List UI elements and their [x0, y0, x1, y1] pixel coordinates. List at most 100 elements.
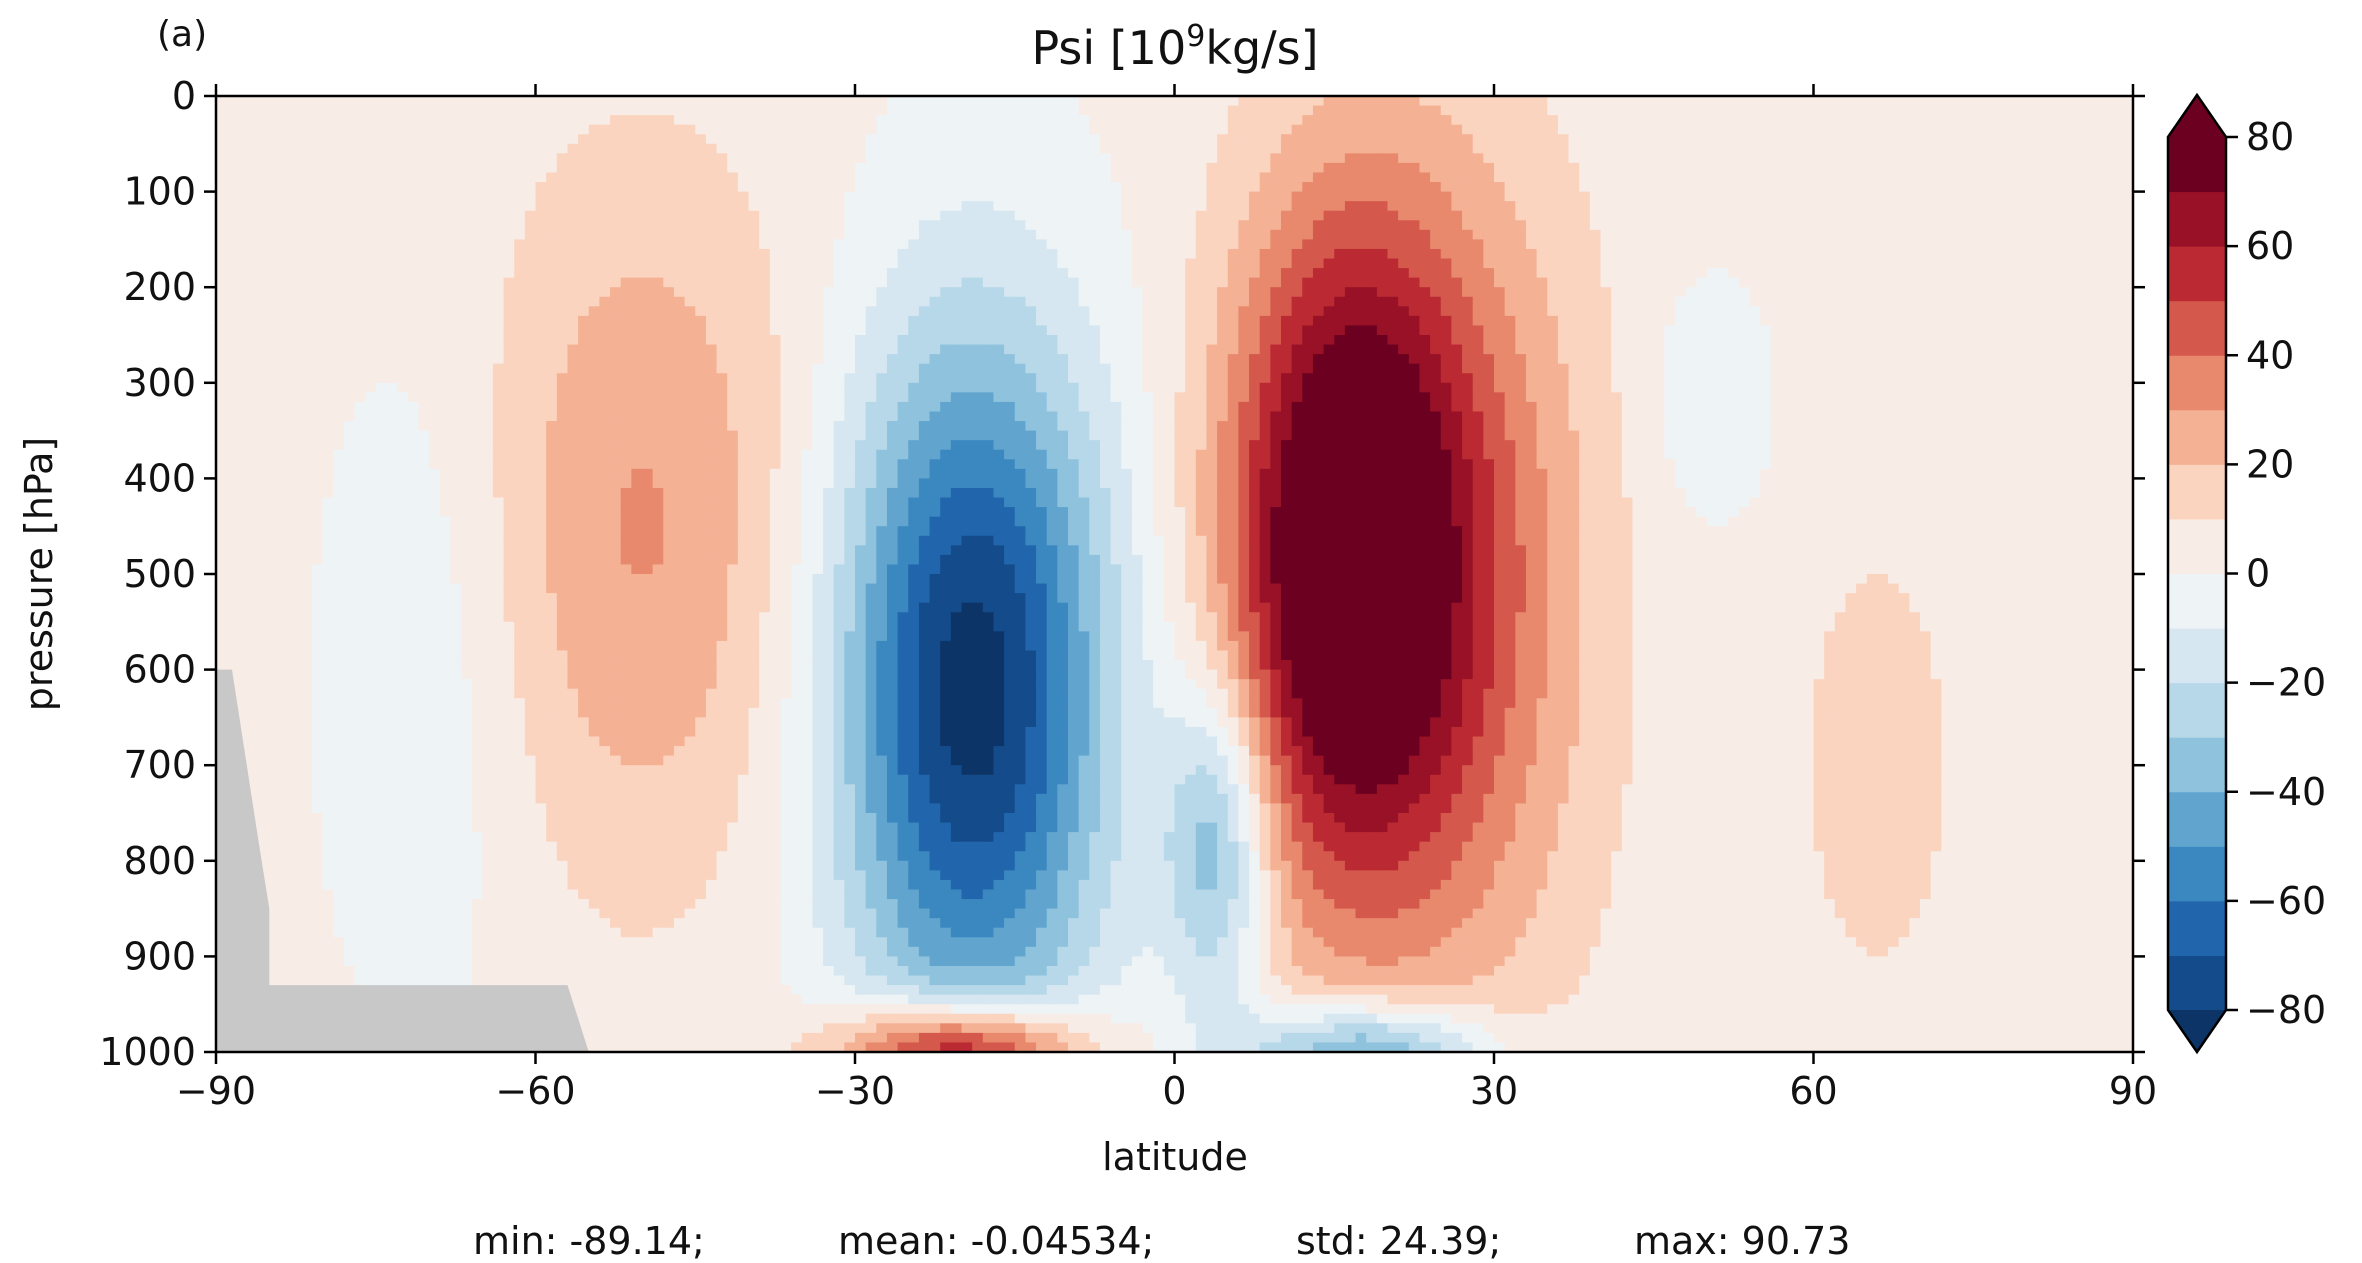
contour-cell: [524, 239, 537, 250]
contour-cell: [482, 220, 494, 231]
contour-cell: [1419, 143, 1431, 154]
contour-cell: [1249, 325, 1261, 336]
contour-cell: [439, 143, 451, 154]
contour-cell: [599, 182, 611, 193]
contour-cell: [1994, 277, 2006, 288]
contour-cell: [1579, 239, 1591, 250]
contour-cell: [471, 210, 483, 221]
contour-cell: [397, 335, 409, 346]
contour-cell: [1334, 172, 1346, 183]
contour-cell: [397, 162, 409, 174]
contour-cell: [1983, 277, 1996, 288]
contour-cell: [1355, 287, 1367, 298]
contour-cell: [1738, 134, 1751, 145]
contour-cell: [354, 182, 366, 193]
contour-cell: [418, 201, 430, 212]
contour-cell: [1440, 325, 1452, 336]
contour-cell: [1685, 134, 1697, 145]
contour-cell: [1653, 296, 1665, 307]
contour-cell: [1941, 306, 1953, 317]
contour-cell: [311, 162, 324, 174]
contour-cell: [1131, 315, 1144, 327]
contour-cell: [1259, 115, 1271, 126]
contour-cell: [386, 239, 398, 250]
contour-cell: [1472, 335, 1484, 346]
contour-cell: [876, 172, 888, 183]
contour-cell: [1728, 172, 1740, 183]
contour-cell: [1270, 344, 1282, 355]
contour-cell: [301, 239, 313, 250]
contour-cell: [1589, 258, 1602, 269]
contour-cell: [247, 115, 260, 126]
contour-cell: [1270, 124, 1282, 135]
contour-cell: [514, 210, 526, 221]
contour-cell: [1440, 96, 1452, 107]
contour-cell: [375, 182, 387, 193]
contour-cell: [737, 96, 750, 107]
contour-cell: [1004, 105, 1016, 116]
contour-cell: [759, 306, 771, 317]
contour-cell: [524, 162, 537, 174]
contour-cell: [1387, 134, 1399, 145]
contour-cell: [1057, 134, 1069, 145]
contour-cell: [1398, 315, 1410, 327]
contour-cell: [2026, 258, 2038, 269]
contour-cell: [865, 335, 877, 346]
contour-cell: [759, 143, 771, 154]
contour-cell: [908, 153, 920, 164]
contour-cell: [2079, 315, 2091, 327]
contour-cell: [386, 229, 398, 240]
contour-cell: [1344, 172, 1357, 183]
contour-cell: [1930, 191, 1942, 202]
contour-cell: [333, 296, 345, 307]
contour-cell: [727, 134, 739, 145]
contour-cell: [610, 210, 622, 221]
contour-cell: [1387, 162, 1399, 174]
contour-cell: [1557, 105, 1570, 116]
contour-cell: [1504, 172, 1516, 183]
contour-cell: [1696, 162, 1708, 174]
contour-cell: [290, 325, 302, 336]
contour-cell: [1888, 172, 1900, 183]
contour-cell: [652, 335, 664, 346]
contour-cell: [1515, 258, 1527, 269]
contour-cell: [865, 191, 877, 202]
contour-cell: [2069, 105, 2081, 116]
contour-cell: [237, 143, 249, 154]
contour-cell: [226, 124, 238, 135]
contour-cell: [918, 124, 931, 135]
contour-cell: [407, 248, 419, 260]
contour-cell: [1738, 191, 1751, 202]
contour-cell: [1973, 96, 1985, 107]
contour-cell: [269, 335, 281, 346]
contour-cell: [1291, 143, 1303, 154]
contour-cell: [1281, 306, 1293, 317]
contour-cell: [1547, 210, 1559, 221]
contour-cell: [940, 287, 952, 298]
contour-cell: [460, 105, 473, 116]
contour-cell: [727, 268, 739, 279]
contour-cell: [1430, 229, 1442, 240]
contour-cell: [578, 96, 590, 107]
contour-cell: [1323, 335, 1335, 346]
contour-cell: [429, 162, 441, 174]
contour-cell: [1525, 239, 1538, 250]
contour-cell: [1398, 182, 1410, 193]
contour-cell: [269, 258, 281, 269]
contour-cell: [471, 335, 483, 346]
contour-cell: [993, 277, 1005, 288]
contour-cell: [1153, 143, 1165, 154]
contour-cell: [1962, 172, 1974, 183]
contour-cell: [492, 229, 505, 240]
contour-cell: [1611, 162, 1623, 174]
contour-cell: [1398, 96, 1410, 107]
contour-cell: [1227, 344, 1239, 355]
contour-cell: [1227, 172, 1239, 183]
contour-cell: [439, 277, 451, 288]
contour-cell: [386, 124, 398, 135]
contour-cell: [2079, 335, 2091, 346]
contour-cell: [1845, 191, 1857, 202]
contour-cell: [588, 325, 600, 336]
contour-cell: [791, 115, 803, 126]
contour-cell: [1749, 296, 1761, 307]
